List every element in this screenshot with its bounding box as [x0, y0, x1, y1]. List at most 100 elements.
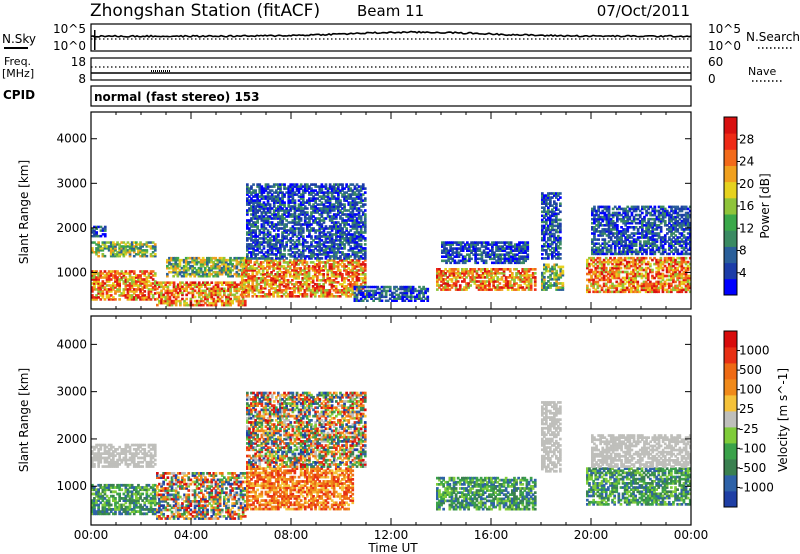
data-cell	[299, 231, 303, 234]
data-cell	[187, 256, 190, 260]
data-cell	[256, 199, 259, 202]
data-cell	[255, 273, 259, 276]
data-cell	[551, 196, 554, 199]
data-cell	[272, 245, 276, 248]
data-cell	[254, 201, 257, 204]
data-cell	[630, 276, 633, 280]
data-cell	[498, 278, 502, 281]
data-cell	[277, 235, 280, 238]
data-cell	[268, 293, 271, 296]
data-cell	[409, 299, 413, 302]
data-cell	[345, 271, 348, 274]
data-cell	[130, 286, 134, 289]
data-cell	[347, 253, 351, 256]
data-cell	[543, 196, 546, 199]
data-cell	[261, 267, 265, 270]
data-cell	[293, 289, 296, 292]
data-cell	[646, 276, 650, 280]
data-cell	[446, 288, 450, 291]
data-cell	[247, 295, 250, 298]
data-cell	[174, 266, 178, 270]
data-cell	[363, 251, 367, 254]
data-cell	[95, 233, 98, 236]
data-cell	[246, 239, 249, 242]
data-cell	[518, 247, 521, 250]
data-cell	[279, 227, 282, 230]
data-cell	[268, 205, 272, 208]
data-cell	[247, 263, 250, 266]
data-cell	[139, 241, 142, 244]
data-cell	[252, 209, 255, 212]
data-cell	[166, 274, 169, 278]
data-cell	[248, 207, 251, 210]
data-cell	[551, 234, 554, 238]
data-cell	[486, 284, 489, 287]
data-cell	[334, 265, 338, 268]
data-cell	[642, 280, 646, 284]
data-cell	[438, 284, 441, 287]
data-cell	[463, 288, 466, 291]
data-cell	[279, 207, 282, 210]
data-cell	[282, 275, 286, 278]
data-cell	[308, 223, 311, 226]
data-cell	[332, 275, 336, 278]
data-cell	[141, 294, 144, 297]
data-cell	[105, 292, 109, 295]
data-cell	[363, 279, 367, 282]
data-cell	[239, 258, 243, 262]
beam-label: Beam 11	[357, 2, 424, 20]
data-cell	[359, 219, 363, 222]
data-cell	[509, 245, 513, 248]
data-cell	[114, 253, 117, 256]
data-cell	[328, 281, 332, 284]
data-cell	[501, 241, 505, 244]
data-cell	[126, 272, 130, 275]
data-cell	[547, 244, 550, 248]
data-cell	[263, 277, 267, 280]
data-cell	[472, 249, 475, 252]
data-cell	[195, 260, 199, 264]
data-cell	[326, 207, 330, 210]
data-cell	[227, 266, 230, 270]
data-cell	[277, 207, 280, 210]
data-cell	[305, 281, 309, 284]
data-cell	[306, 235, 309, 238]
data-cell	[284, 291, 288, 294]
data-cell	[281, 255, 284, 258]
data-cell	[145, 282, 149, 285]
data-cell	[172, 281, 176, 284]
data-cell	[153, 284, 157, 287]
data-cell	[316, 263, 319, 266]
data-cell	[291, 227, 295, 230]
data-cell	[547, 232, 550, 236]
data-cell	[359, 189, 363, 192]
data-cell	[206, 295, 209, 299]
data-cell	[549, 253, 552, 256]
data-cell	[555, 202, 558, 205]
data-cell	[351, 267, 355, 270]
data-cell	[600, 264, 604, 268]
data-cell	[557, 255, 560, 258]
data-cell	[301, 255, 305, 258]
data-cell	[609, 290, 612, 294]
data-cell	[420, 291, 423, 295]
data-cell	[322, 279, 325, 282]
data-cell	[286, 287, 290, 290]
data-cell	[224, 270, 228, 274]
data-cell	[345, 215, 348, 218]
data-cell	[638, 260, 642, 264]
data-cell	[644, 272, 648, 276]
data-cell	[301, 213, 305, 216]
data-cell	[103, 245, 107, 248]
data-cell	[332, 245, 336, 248]
data-cell	[272, 239, 276, 242]
data-cell	[359, 293, 363, 297]
data-cell	[132, 254, 136, 258]
data-cell	[363, 259, 367, 262]
data-cell	[285, 219, 288, 222]
data-cell	[649, 256, 652, 260]
data-cell	[216, 270, 220, 274]
data-cell	[246, 255, 249, 258]
data-cell	[324, 217, 328, 220]
data-cell	[293, 207, 297, 210]
